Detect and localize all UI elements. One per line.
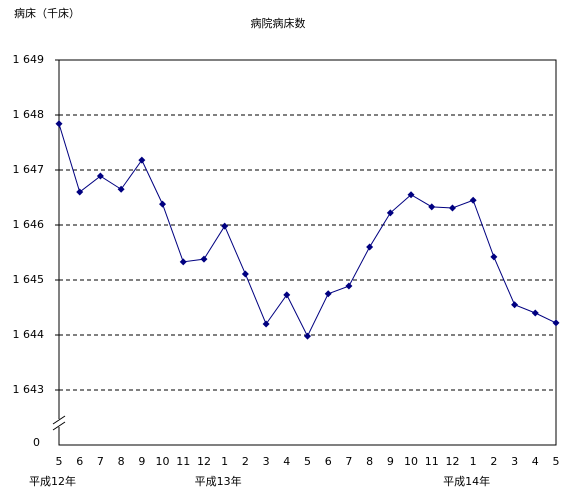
x-tick-label: 9 — [387, 455, 394, 468]
plot-area — [58, 59, 557, 446]
axis-break — [52, 421, 66, 431]
data-point — [76, 188, 84, 196]
data-point — [221, 222, 229, 230]
y-tick-label: 1 647 — [13, 163, 45, 176]
x-tick-label: 11 — [176, 455, 190, 468]
data-point — [200, 255, 208, 263]
x-tick-label: 2 — [242, 455, 249, 468]
data-point — [324, 290, 332, 298]
y-tick-label: 1 643 — [13, 383, 45, 396]
data-point — [428, 203, 436, 211]
x-tick-label: 5 — [304, 455, 311, 468]
x-tick-label: 12 — [197, 455, 211, 468]
x-tick-label: 5 — [553, 455, 560, 468]
x-tick-label: 1 — [470, 455, 477, 468]
x-tick-label: 12 — [445, 455, 459, 468]
data-point — [448, 204, 456, 212]
x-tick-label: 10 — [404, 455, 418, 468]
x-tick-label: 4 — [532, 455, 539, 468]
y-tick-label: 1 646 — [13, 218, 45, 231]
x-tick-label: 1 — [221, 455, 228, 468]
data-point — [552, 319, 560, 327]
data-point — [511, 301, 519, 309]
x-tick-label: 6 — [76, 455, 83, 468]
x-tick-label: 4 — [283, 455, 290, 468]
x-tick-label: 8 — [366, 455, 373, 468]
x-tick-label: 7 — [97, 455, 104, 468]
data-point — [262, 320, 270, 328]
y-origin-label: 0 — [33, 436, 40, 449]
data-point — [55, 120, 63, 128]
data-point — [283, 291, 291, 299]
data-point — [96, 172, 104, 180]
y-axis-label: 病床（千床） — [14, 6, 80, 20]
x-group-label: 平成12年 — [29, 474, 76, 488]
x-group-label: 平成13年 — [195, 474, 242, 488]
x-tick-label: 3 — [263, 455, 270, 468]
x-tick-label: 3 — [511, 455, 518, 468]
data-point — [407, 191, 415, 199]
y-tick-label: 1 649 — [13, 53, 45, 66]
data-point — [345, 282, 353, 290]
data-point — [366, 243, 374, 251]
data-point — [138, 156, 146, 164]
chart-title: 病院病床数 — [251, 16, 306, 30]
data-line — [58, 123, 557, 338]
x-tick-label: 6 — [325, 455, 332, 468]
data-point — [304, 332, 311, 340]
axis-break-gap — [53, 419, 65, 427]
data-point — [159, 200, 167, 208]
data-point — [179, 258, 187, 266]
y-tick-label: 1 648 — [13, 108, 45, 121]
y-tick-label: 1 645 — [13, 273, 45, 286]
x-tick-label: 11 — [425, 455, 439, 468]
x-tick-label: 2 — [490, 455, 497, 468]
x-tick-label: 10 — [156, 455, 170, 468]
data-point — [386, 209, 394, 217]
x-tick-label: 9 — [138, 455, 145, 468]
axis-break — [52, 415, 66, 425]
data-point — [469, 196, 477, 204]
x-tick-label: 7 — [345, 455, 352, 468]
y-tick-label: 1 644 — [13, 328, 45, 341]
x-tick-label: 8 — [118, 455, 125, 468]
data-point — [241, 270, 249, 278]
data-point — [531, 309, 539, 317]
x-group-label: 平成14年 — [443, 474, 490, 488]
data-point — [117, 185, 125, 193]
data-point — [490, 253, 498, 261]
x-tick-label: 5 — [56, 455, 63, 468]
